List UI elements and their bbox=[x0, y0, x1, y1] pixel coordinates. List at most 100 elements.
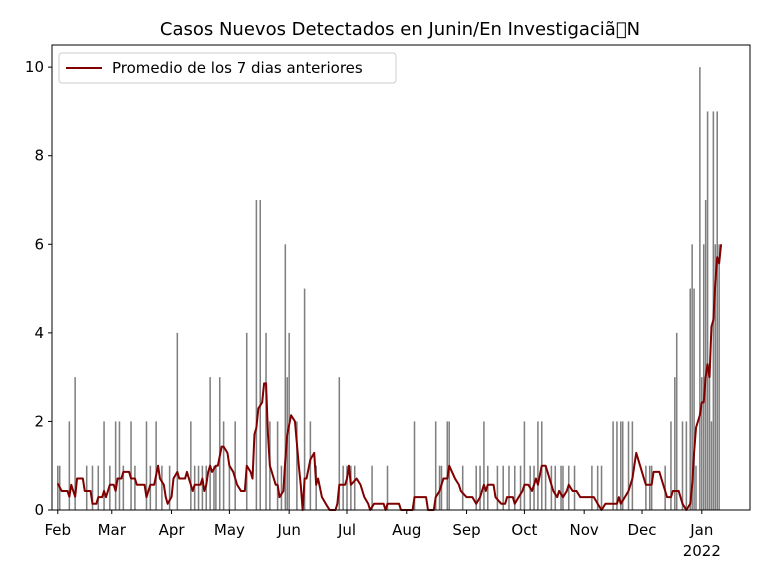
bar bbox=[245, 332, 248, 510]
bar bbox=[386, 465, 389, 510]
bar bbox=[461, 465, 464, 510]
bar bbox=[57, 465, 59, 510]
bar bbox=[483, 421, 485, 510]
bar bbox=[197, 465, 200, 510]
bar bbox=[616, 421, 618, 510]
bar bbox=[693, 288, 695, 510]
axes: 0 2 4 6 8 10 Feb Mar Apr May Jun Jul Aug Sep Oct Nov Dec… bbox=[25, 44, 751, 560]
bar bbox=[145, 421, 148, 510]
bar bbox=[496, 465, 499, 510]
bar bbox=[97, 465, 100, 510]
bar bbox=[350, 465, 352, 510]
legend-box bbox=[58, 52, 397, 84]
bar bbox=[631, 421, 634, 510]
y-tick-label: 0 bbox=[34, 501, 44, 519]
x-tick-label: May bbox=[214, 521, 245, 539]
bar bbox=[209, 377, 211, 510]
bar bbox=[168, 465, 171, 510]
bar bbox=[103, 421, 105, 510]
bar bbox=[645, 465, 647, 510]
bar bbox=[685, 421, 688, 510]
bar bbox=[222, 421, 225, 510]
bar bbox=[353, 465, 356, 510]
x-tick-label: Aug bbox=[392, 521, 421, 539]
bar bbox=[114, 421, 117, 510]
bar bbox=[648, 465, 651, 510]
bar bbox=[596, 465, 599, 510]
bar bbox=[255, 200, 258, 510]
line-series bbox=[56, 244, 723, 511]
bar bbox=[346, 465, 348, 510]
bar bbox=[315, 465, 317, 510]
bar bbox=[265, 332, 267, 510]
bar bbox=[718, 244, 720, 511]
x-tick-label: Mar bbox=[98, 521, 127, 539]
bar bbox=[215, 465, 217, 510]
x-tick-label: Jan bbox=[689, 521, 713, 539]
y-tick-label: 8 bbox=[34, 147, 44, 165]
bar bbox=[475, 465, 477, 510]
bar bbox=[612, 421, 614, 510]
bar bbox=[276, 421, 279, 510]
bar bbox=[161, 465, 163, 510]
bar bbox=[218, 377, 221, 510]
bar bbox=[716, 111, 718, 511]
bar bbox=[85, 465, 88, 510]
y-tick-label: 10 bbox=[25, 58, 44, 76]
bar bbox=[513, 465, 516, 510]
bar bbox=[523, 421, 526, 510]
bar bbox=[228, 465, 231, 510]
bar bbox=[650, 465, 653, 510]
bar bbox=[130, 421, 132, 510]
bar bbox=[122, 465, 125, 510]
bar bbox=[309, 421, 312, 510]
chart-title: Casos Nuevos Detectados en Junin/En Inve… bbox=[160, 19, 640, 40]
bar bbox=[155, 421, 157, 510]
bar bbox=[284, 244, 287, 511]
bar bbox=[674, 377, 676, 510]
bar bbox=[670, 421, 672, 510]
bar bbox=[74, 377, 76, 510]
series-line bbox=[56, 244, 723, 511]
x-tick-sublabel: 2022 bbox=[683, 542, 721, 560]
bar bbox=[259, 200, 262, 510]
bar bbox=[68, 421, 71, 510]
legend: Promedio de los 7 dias anteriores bbox=[58, 52, 397, 84]
x-tick-label: Oct bbox=[511, 521, 537, 539]
bar bbox=[234, 421, 236, 510]
bar bbox=[702, 244, 705, 511]
bar bbox=[502, 465, 504, 510]
bar bbox=[708, 377, 711, 510]
bar bbox=[710, 421, 713, 510]
x-tick-label: Jun bbox=[276, 521, 300, 539]
bar bbox=[681, 421, 684, 510]
bar bbox=[519, 465, 522, 510]
bar bbox=[303, 288, 306, 510]
bar bbox=[620, 421, 622, 510]
bar bbox=[554, 465, 557, 510]
bar bbox=[573, 465, 576, 510]
bar bbox=[689, 288, 691, 510]
bar bbox=[296, 421, 298, 510]
bar bbox=[699, 67, 701, 510]
bar bbox=[701, 377, 703, 510]
bar bbox=[706, 111, 709, 511]
bar bbox=[134, 465, 136, 510]
x-tick-label: Jul bbox=[337, 521, 356, 539]
x-tick-label: Dec bbox=[628, 521, 657, 539]
bar bbox=[213, 465, 215, 510]
bar bbox=[371, 465, 373, 510]
bar bbox=[714, 244, 717, 511]
bar bbox=[508, 465, 510, 510]
bar bbox=[704, 200, 707, 510]
bar bbox=[600, 465, 603, 510]
bar bbox=[91, 465, 94, 510]
y-tick-label: 2 bbox=[34, 412, 44, 430]
bar bbox=[190, 421, 192, 510]
bar bbox=[695, 465, 697, 510]
bar bbox=[537, 421, 539, 510]
bar bbox=[338, 377, 341, 510]
bar bbox=[479, 465, 481, 510]
bar bbox=[591, 465, 593, 510]
